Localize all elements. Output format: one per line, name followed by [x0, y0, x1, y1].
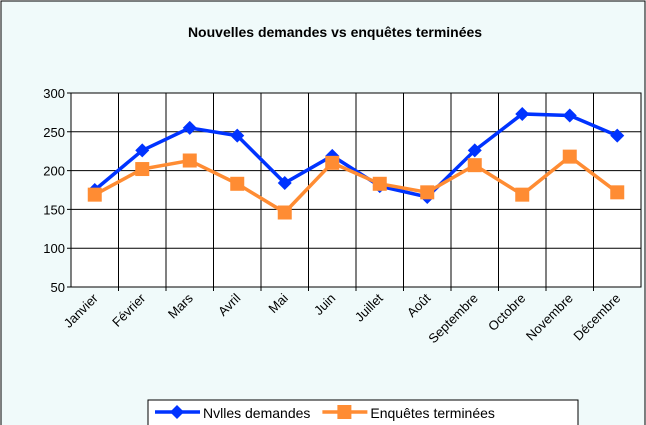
line [93, 112, 618, 199]
y-tick-label: 100 [43, 241, 65, 256]
point [420, 185, 435, 200]
chart-title: Nouvelles demandes vs enquêtes terminées [188, 24, 482, 40]
point [467, 158, 482, 173]
line [93, 154, 619, 215]
point [467, 143, 482, 158]
point [182, 120, 197, 135]
y-tick-label: 50 [51, 280, 65, 295]
legend-label: Enquêtes terminées [370, 405, 495, 421]
legend-marker [337, 405, 352, 419]
point [610, 185, 625, 200]
point [182, 153, 197, 168]
point [230, 176, 245, 191]
point [562, 108, 577, 123]
point [277, 205, 292, 220]
legend-label: Nvlles demandes [203, 405, 310, 421]
point [610, 128, 625, 143]
y-tick-label: 300 [43, 86, 65, 101]
point [277, 176, 292, 191]
point [135, 143, 150, 158]
point [230, 128, 245, 143]
point [87, 187, 102, 202]
y-tick-label: 250 [43, 125, 65, 140]
point [515, 106, 530, 121]
y-tick-label: 150 [43, 202, 65, 217]
y-tick-label: 200 [43, 164, 65, 179]
point [135, 162, 150, 177]
point [372, 176, 387, 191]
legend-marker [170, 405, 184, 419]
point [325, 155, 340, 170]
point [515, 187, 530, 202]
point [562, 149, 577, 164]
